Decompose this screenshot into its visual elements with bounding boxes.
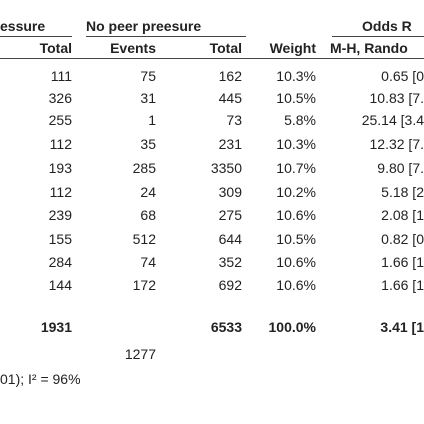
row-total-a: 326: [48, 90, 72, 106]
col-total-a-header: Total: [39, 40, 72, 56]
row-odds-ratio: 5.18 [2: [381, 184, 424, 200]
row-total-b: 162: [218, 68, 242, 84]
col-total-b-header: Total: [209, 40, 242, 56]
row-weight: 10.6%: [276, 254, 316, 270]
header-rule: [0, 58, 424, 59]
row-odds-ratio: 9.80 [7.: [377, 160, 424, 176]
row-odds-ratio: 10.83 [7.: [369, 90, 424, 106]
row-total-b: 3350: [210, 160, 242, 176]
row-total-a: 111: [50, 68, 72, 84]
total-odds-ratio: 3.41 [1: [380, 319, 424, 335]
row-total-b: 275: [218, 207, 242, 223]
row-odds-ratio: 0.65 [0: [381, 68, 424, 84]
total-a: 1931: [40, 319, 72, 335]
row-events-b: 68: [140, 207, 156, 223]
row-weight: 10.5%: [276, 90, 316, 106]
row-odds-ratio: 2.08 [1: [381, 207, 424, 223]
row-odds-ratio: 12.32 [7.: [369, 136, 424, 152]
row-total-a: 255: [48, 112, 72, 128]
row-events-b: 172: [132, 277, 156, 293]
group-a-underline: [0, 36, 72, 37]
total-weight: 100.0%: [268, 319, 316, 335]
row-odds-ratio: 0.82 [0: [381, 231, 424, 247]
group-b-underline: [86, 36, 246, 37]
row-total-a: 112: [49, 136, 72, 152]
row-events-b: 512: [132, 231, 156, 247]
row-total-b: 692: [218, 277, 242, 293]
row-events-b: 24: [140, 184, 156, 200]
row-total-b: 644: [218, 231, 242, 247]
row-total-b: 352: [218, 254, 242, 270]
row-total-b: 231: [218, 136, 242, 152]
row-weight: 10.6%: [276, 277, 316, 293]
row-odds-ratio: 1.66 [1: [381, 277, 424, 293]
row-total-a: 144: [48, 277, 72, 293]
row-total-a: 239: [48, 207, 72, 223]
row-total-a: 112: [49, 184, 72, 200]
row-events-b: 31: [140, 90, 156, 106]
total-events: 1277: [124, 346, 156, 362]
row-odds-ratio: 1.66 [1: [381, 254, 424, 270]
row-weight: 10.3%: [276, 136, 316, 152]
row-odds-ratio: 25.14 [3.4: [361, 112, 424, 128]
row-total-b: 445: [218, 90, 242, 106]
row-total-b: 73: [226, 112, 242, 128]
group-a-label: essure: [0, 18, 46, 34]
row-weight: 10.3%: [276, 68, 316, 84]
col-events-b-header: Events: [110, 40, 156, 56]
col-method-header: M-H, Rando: [330, 40, 408, 56]
row-events-b: 35: [140, 136, 156, 152]
effect-underline: [332, 36, 424, 37]
row-total-a: 155: [48, 231, 72, 247]
row-events-b: 74: [140, 254, 156, 270]
row-weight: 5.8%: [284, 112, 316, 128]
heterogeneity-text: 01); I² = 96%: [0, 371, 81, 387]
row-events-b: 1: [148, 112, 156, 128]
row-events-b: 75: [140, 68, 156, 84]
row-weight: 10.5%: [276, 231, 316, 247]
row-total-a: 284: [48, 254, 72, 270]
group-b-label: No peer preesure: [86, 18, 202, 34]
row-events-b: 285: [132, 160, 156, 176]
total-b: 6533: [210, 319, 242, 335]
row-total-b: 309: [218, 184, 242, 200]
row-total-a: 193: [48, 160, 72, 176]
effect-label: Odds R: [362, 18, 412, 34]
col-weight-header: Weight: [269, 40, 316, 56]
row-weight: 10.2%: [276, 184, 316, 200]
row-weight: 10.6%: [276, 207, 316, 223]
row-weight: 10.7%: [276, 160, 316, 176]
